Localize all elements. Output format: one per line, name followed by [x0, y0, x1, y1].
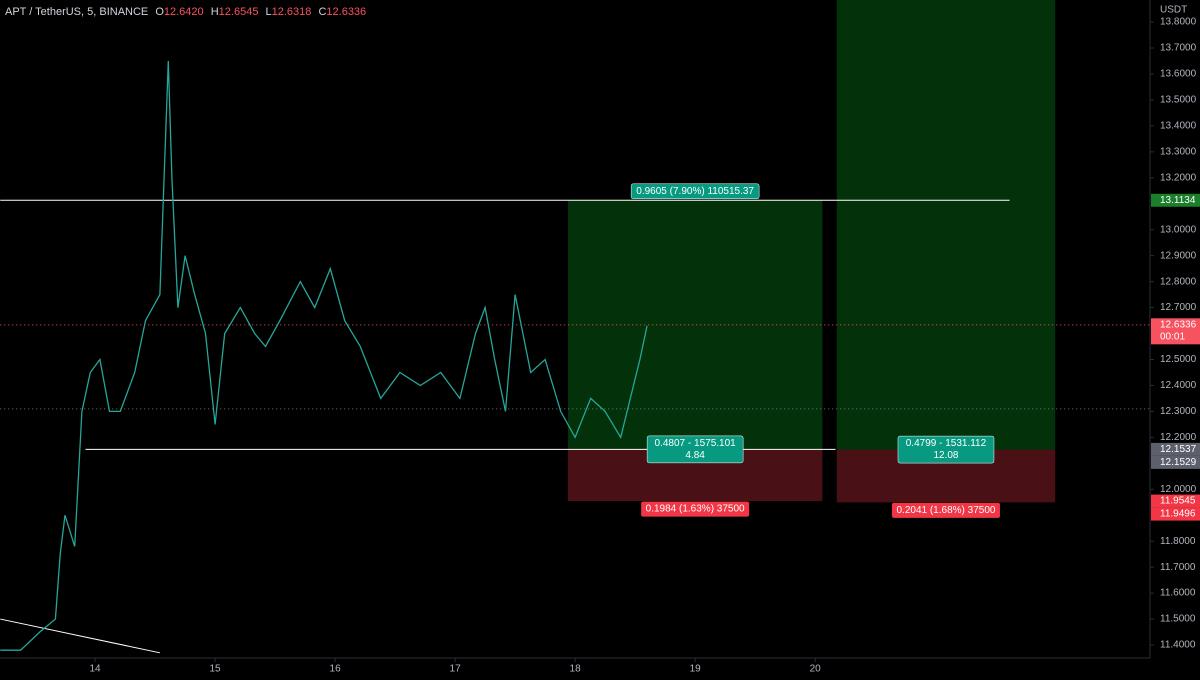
- price-tag: [1151, 494, 1200, 508]
- y-tick-label: 11.4000: [1160, 640, 1196, 651]
- position-label-box: [897, 435, 995, 464]
- y-tick-label: 13.8000: [1160, 17, 1197, 28]
- profit-zone: [567, 200, 823, 450]
- y-tick-label: 11.6000: [1160, 588, 1196, 599]
- price-tag: [1151, 318, 1200, 345]
- y-tick-label: 13.5000: [1160, 95, 1197, 106]
- y-tick-label: 12.7000: [1160, 302, 1197, 313]
- x-tick-label: 15: [210, 664, 222, 675]
- price-tag-label: 12.6336: [1160, 319, 1197, 330]
- y-tick-label: 12.4000: [1160, 380, 1197, 391]
- position-label-box: [641, 501, 750, 517]
- trend-line: [0, 618, 160, 654]
- price-tag-label: 13.1134: [1160, 195, 1196, 206]
- position-label: 0.2041 (1.68%) 37500: [896, 505, 995, 516]
- profit-zone: [836, 0, 1056, 450]
- ohlc-value: 12.6545: [219, 6, 259, 18]
- y-tick-label: 12.3000: [1160, 406, 1197, 417]
- x-tick-label: 16: [330, 664, 342, 675]
- position-label-box: [646, 435, 744, 464]
- x-tick-label: 14: [89, 664, 101, 675]
- y-tick-label: 13.0000: [1160, 224, 1197, 235]
- ohlc-value: 12.6336: [326, 6, 366, 18]
- price-tag-sub: 00:01: [1160, 331, 1185, 342]
- symbol: APT / TetherUS, 5, BINANCE: [5, 6, 148, 18]
- position-label-box: [630, 183, 760, 200]
- position-label: 0.4807 - 1575.101: [655, 438, 737, 449]
- x-tick-label: 19: [690, 664, 702, 675]
- y-tick-label: 13.7000: [1160, 43, 1197, 54]
- x-tick-label: 18: [570, 664, 582, 675]
- y-tick-label: 13.3000: [1160, 146, 1197, 157]
- price-tag: [1151, 455, 1200, 469]
- y-tick-label: 12.2000: [1160, 432, 1197, 443]
- ohlc-value: 12.6420: [164, 6, 204, 18]
- y-tick-label: 13.6000: [1160, 69, 1197, 80]
- y-tick-label: 12.5000: [1160, 354, 1197, 365]
- currency-label: USDT: [1160, 5, 1187, 16]
- price-tag-label: 12.1529: [1160, 457, 1197, 468]
- price-tag-label: 11.9545: [1160, 496, 1196, 507]
- price-tag: [1151, 193, 1200, 207]
- price-tag-label: 11.9496: [1160, 509, 1196, 520]
- y-tick-label: 11.5000: [1160, 614, 1196, 625]
- ohlc-key: C: [318, 6, 326, 18]
- y-tick-label: 12.8000: [1160, 276, 1197, 287]
- position-label: 0.9605 (7.90%) 110515.37: [636, 186, 754, 197]
- position-label: 0.1984 (1.63%) 37500: [646, 504, 745, 515]
- x-tick-label: 20: [810, 664, 822, 675]
- y-tick-label: 12.0000: [1160, 484, 1197, 495]
- price-tag: [1151, 507, 1200, 521]
- y-tick-label: 11.7000: [1160, 562, 1196, 573]
- y-tick-label: 13.4000: [1160, 121, 1197, 132]
- y-tick-label: 12.9000: [1160, 250, 1197, 261]
- ohlc-key: L: [266, 6, 272, 18]
- plot-area: 0.9605 (7.90%) 110515.37 0.4807 - 1575.10…: [0, 0, 1150, 654]
- y-tick-label: 11.8000: [1160, 536, 1196, 547]
- ohlc-key: H: [211, 6, 219, 18]
- x-tick-label: 17: [450, 664, 462, 675]
- ohlc-key: O: [155, 6, 164, 18]
- price-tag-label: 12.1537: [1160, 444, 1197, 455]
- position-label: 0.4799 - 1531.112: [906, 438, 987, 449]
- price-tag: [1151, 442, 1200, 456]
- ohlc-value: 12.6318: [272, 6, 312, 18]
- price-line: [0, 60, 648, 651]
- position-label-box: [891, 502, 1000, 518]
- position-label: 12.08: [933, 450, 958, 461]
- y-tick-label: 13.2000: [1160, 172, 1197, 183]
- position-label: 4.84: [685, 450, 705, 461]
- chart-header: APT / TetherUS, 5, BINANCE O12.6420 H12.…: [5, 6, 366, 18]
